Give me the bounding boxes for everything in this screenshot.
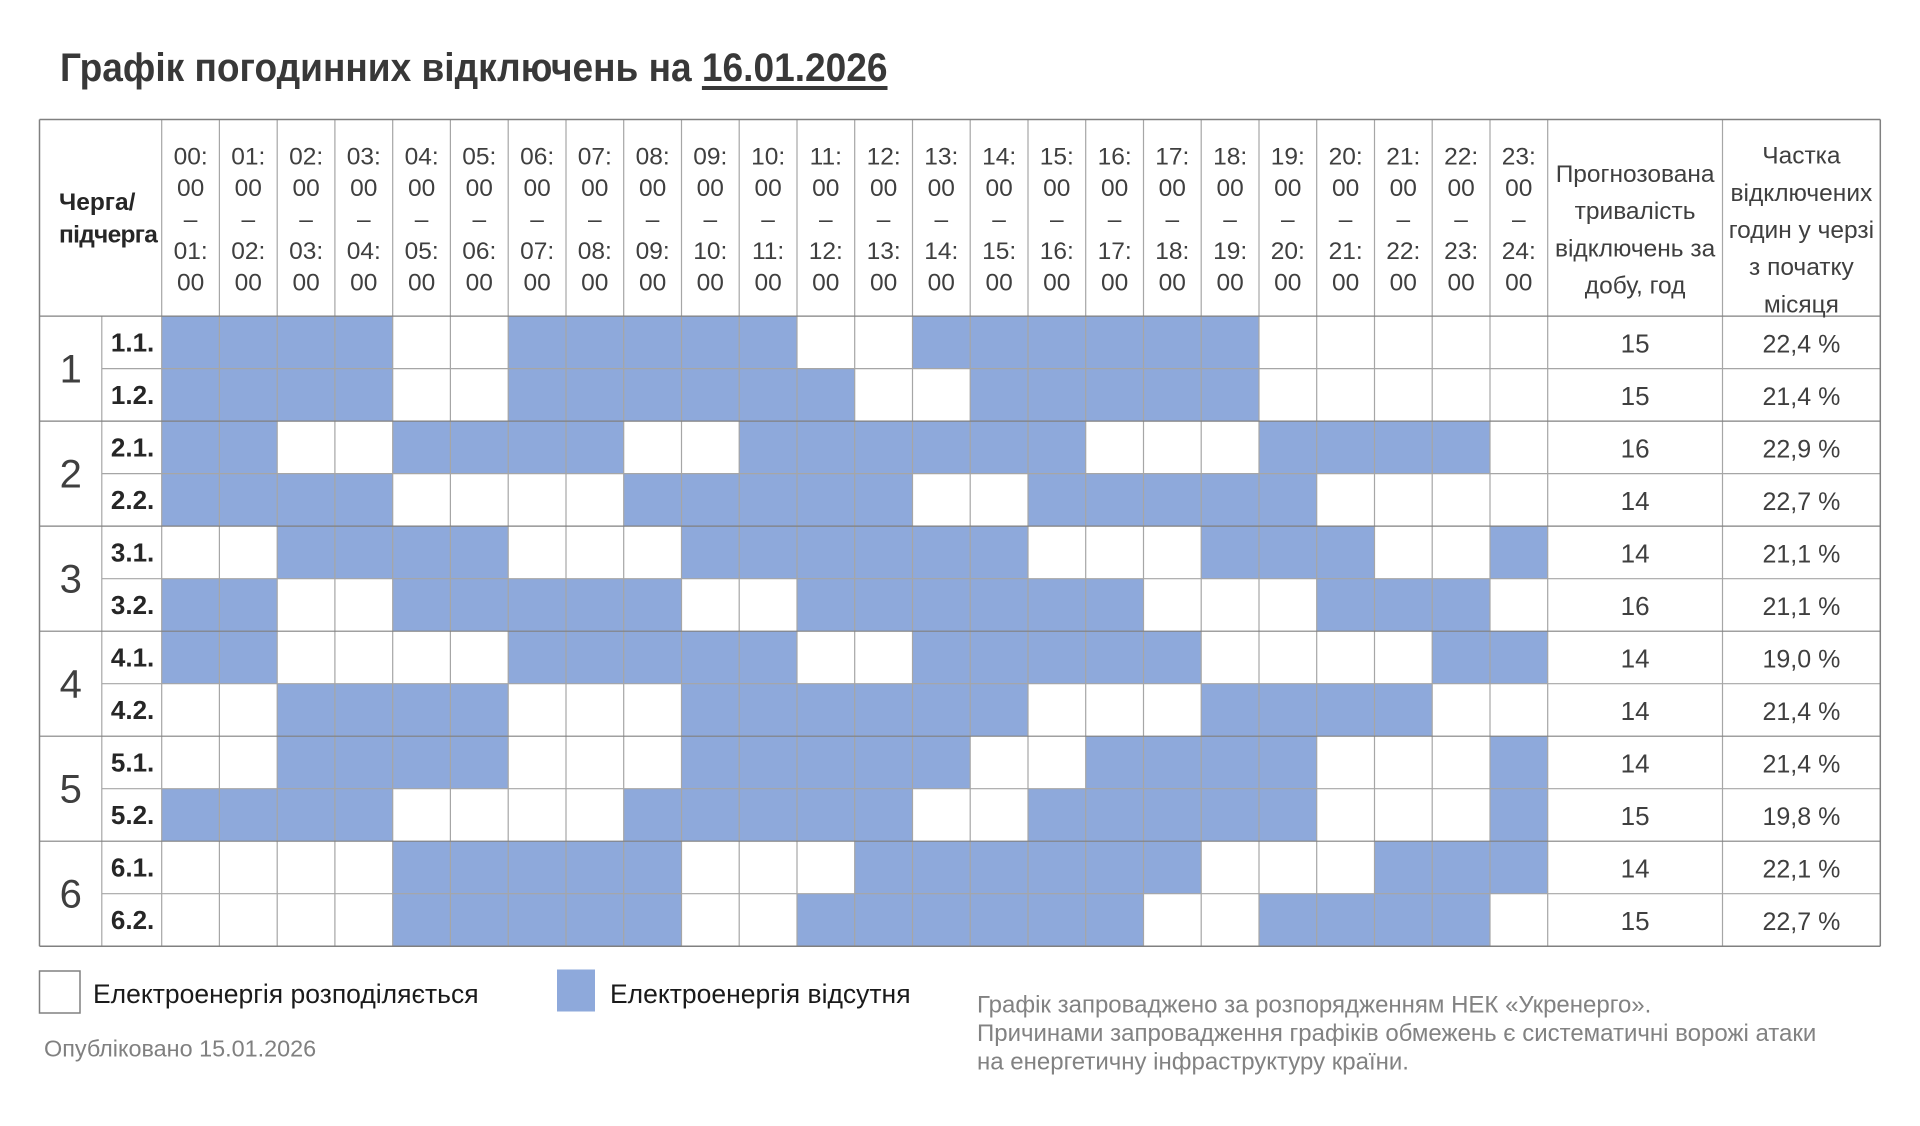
- svg-text:22,4 %: 22,4 %: [1762, 330, 1840, 358]
- svg-text:21,1 %: 21,1 %: [1762, 593, 1840, 621]
- svg-text:21:00–22:00: 21: 00–22: 00: [1386, 144, 1420, 297]
- svg-text:15: 15: [1621, 801, 1650, 831]
- svg-text:00:00–01:00: 00: 00–01: 00: [174, 144, 208, 297]
- svg-text:2.2.: 2.2.: [111, 485, 154, 515]
- svg-text:3.1.: 3.1.: [111, 538, 154, 568]
- svg-text:21,4 %: 21,4 %: [1762, 383, 1840, 411]
- svg-text:19,8 %: 19,8 %: [1762, 803, 1840, 831]
- svg-text:19:00–20:00: 19: 00–20: 00: [1271, 144, 1305, 297]
- svg-text:08:00–09:00: 08: 00–09: 00: [636, 144, 670, 297]
- svg-text:14: 14: [1621, 643, 1650, 673]
- svg-text:14: 14: [1621, 748, 1650, 778]
- svg-text:05:00–06:00: 05: 00–06: 00: [462, 144, 496, 297]
- svg-text:14: 14: [1621, 538, 1650, 568]
- svg-text:11:00–12:00: 11: 00–12: 00: [809, 144, 843, 297]
- svg-text:3.2.: 3.2.: [111, 590, 154, 620]
- svg-text:13:00–14:00: 13: 00–14: 00: [924, 144, 958, 297]
- svg-text:6.1.: 6.1.: [111, 853, 154, 883]
- svg-text:22,7 %: 22,7 %: [1762, 488, 1840, 516]
- svg-text:21,4 %: 21,4 %: [1762, 750, 1840, 778]
- svg-text:6.2.: 6.2.: [111, 905, 154, 935]
- svg-text:16:00–17:00: 16: 00–17: 00: [1098, 144, 1132, 297]
- svg-text:22,7 %: 22,7 %: [1762, 908, 1840, 936]
- svg-text:на енергетичну інфраструктуру: на енергетичну інфраструктуру країни.: [977, 1049, 1409, 1076]
- svg-text:Черга/підчерга: Черга/підчерга: [59, 189, 158, 249]
- svg-text:23:00–24:00: 23: 00–24: 00: [1502, 144, 1536, 297]
- svg-text:01:00–02:00: 01: 00–02: 00: [231, 144, 265, 297]
- svg-text:Графік запроваджено за розпоря: Графік запроваджено за розпорядженням НЕ…: [977, 992, 1651, 1019]
- svg-text:07:00–08:00: 07: 00–08: 00: [578, 144, 612, 297]
- svg-text:15: 15: [1621, 381, 1650, 411]
- svg-text:21,4 %: 21,4 %: [1762, 698, 1840, 726]
- svg-text:Опубліковано 15.01.2026: Опубліковано 15.01.2026: [44, 1035, 316, 1061]
- svg-text:1: 1: [60, 348, 82, 392]
- svg-text:1.2.: 1.2.: [111, 380, 154, 410]
- svg-text:5.1.: 5.1.: [111, 748, 154, 778]
- svg-text:20:00–21:00: 20: 00–21: 00: [1329, 144, 1363, 297]
- svg-text:3: 3: [60, 558, 82, 602]
- svg-text:12:00–13:00: 12: 00–13: 00: [867, 144, 901, 297]
- svg-text:6: 6: [60, 873, 82, 917]
- svg-text:4.2.: 4.2.: [111, 695, 154, 725]
- svg-text:22:00–23:00: 22: 00–23: 00: [1444, 144, 1478, 297]
- svg-text:14:00–15:00: 14: 00–15: 00: [982, 144, 1016, 297]
- svg-text:22,9 %: 22,9 %: [1762, 435, 1840, 463]
- svg-text:2: 2: [60, 453, 82, 497]
- svg-text:09:00–10:00: 09: 00–10: 00: [693, 144, 727, 297]
- svg-text:16: 16: [1621, 591, 1650, 621]
- svg-text:19,0 %: 19,0 %: [1762, 645, 1840, 673]
- svg-text:14: 14: [1621, 854, 1650, 884]
- svg-text:21,1 %: 21,1 %: [1762, 540, 1840, 568]
- svg-text:10:00–11:00: 10: 00–11: 00: [751, 144, 785, 297]
- svg-text:5.2.: 5.2.: [111, 800, 154, 830]
- svg-text:03:00–04:00: 03: 00–04: 00: [347, 144, 381, 297]
- svg-text:18:00–19:00: 18: 00–19: 00: [1213, 144, 1247, 297]
- svg-text:5: 5: [60, 768, 82, 812]
- svg-text:04:00–05:00: 04: 00–05: 00: [405, 144, 439, 297]
- svg-text:02:00–03:00: 02: 00–03: 00: [289, 144, 323, 297]
- svg-text:15: 15: [1621, 906, 1650, 936]
- svg-text:16: 16: [1621, 433, 1650, 463]
- svg-text:15:00–16:00: 15: 00–16: 00: [1040, 144, 1074, 297]
- svg-text:2.1.: 2.1.: [111, 433, 154, 463]
- svg-text:22,1 %: 22,1 %: [1762, 856, 1840, 884]
- svg-text:Електроенергія відсутня: Електроенергія відсутня: [610, 979, 911, 1009]
- svg-text:14: 14: [1621, 696, 1650, 726]
- svg-text:Електроенергія розподіляється: Електроенергія розподіляється: [93, 979, 479, 1009]
- svg-text:1.1.: 1.1.: [111, 328, 154, 358]
- svg-text:15: 15: [1621, 328, 1650, 358]
- svg-text:4: 4: [60, 663, 82, 707]
- svg-text:14: 14: [1621, 486, 1650, 516]
- svg-text:17:00–18:00: 17: 00–18: 00: [1155, 144, 1189, 297]
- svg-text:06:00–07:00: 06: 00–07: 00: [520, 144, 554, 297]
- svg-text:4.1.: 4.1.: [111, 643, 154, 673]
- svg-text:Причинами запровадження графік: Причинами запровадження графіків обмежен…: [977, 1020, 1816, 1047]
